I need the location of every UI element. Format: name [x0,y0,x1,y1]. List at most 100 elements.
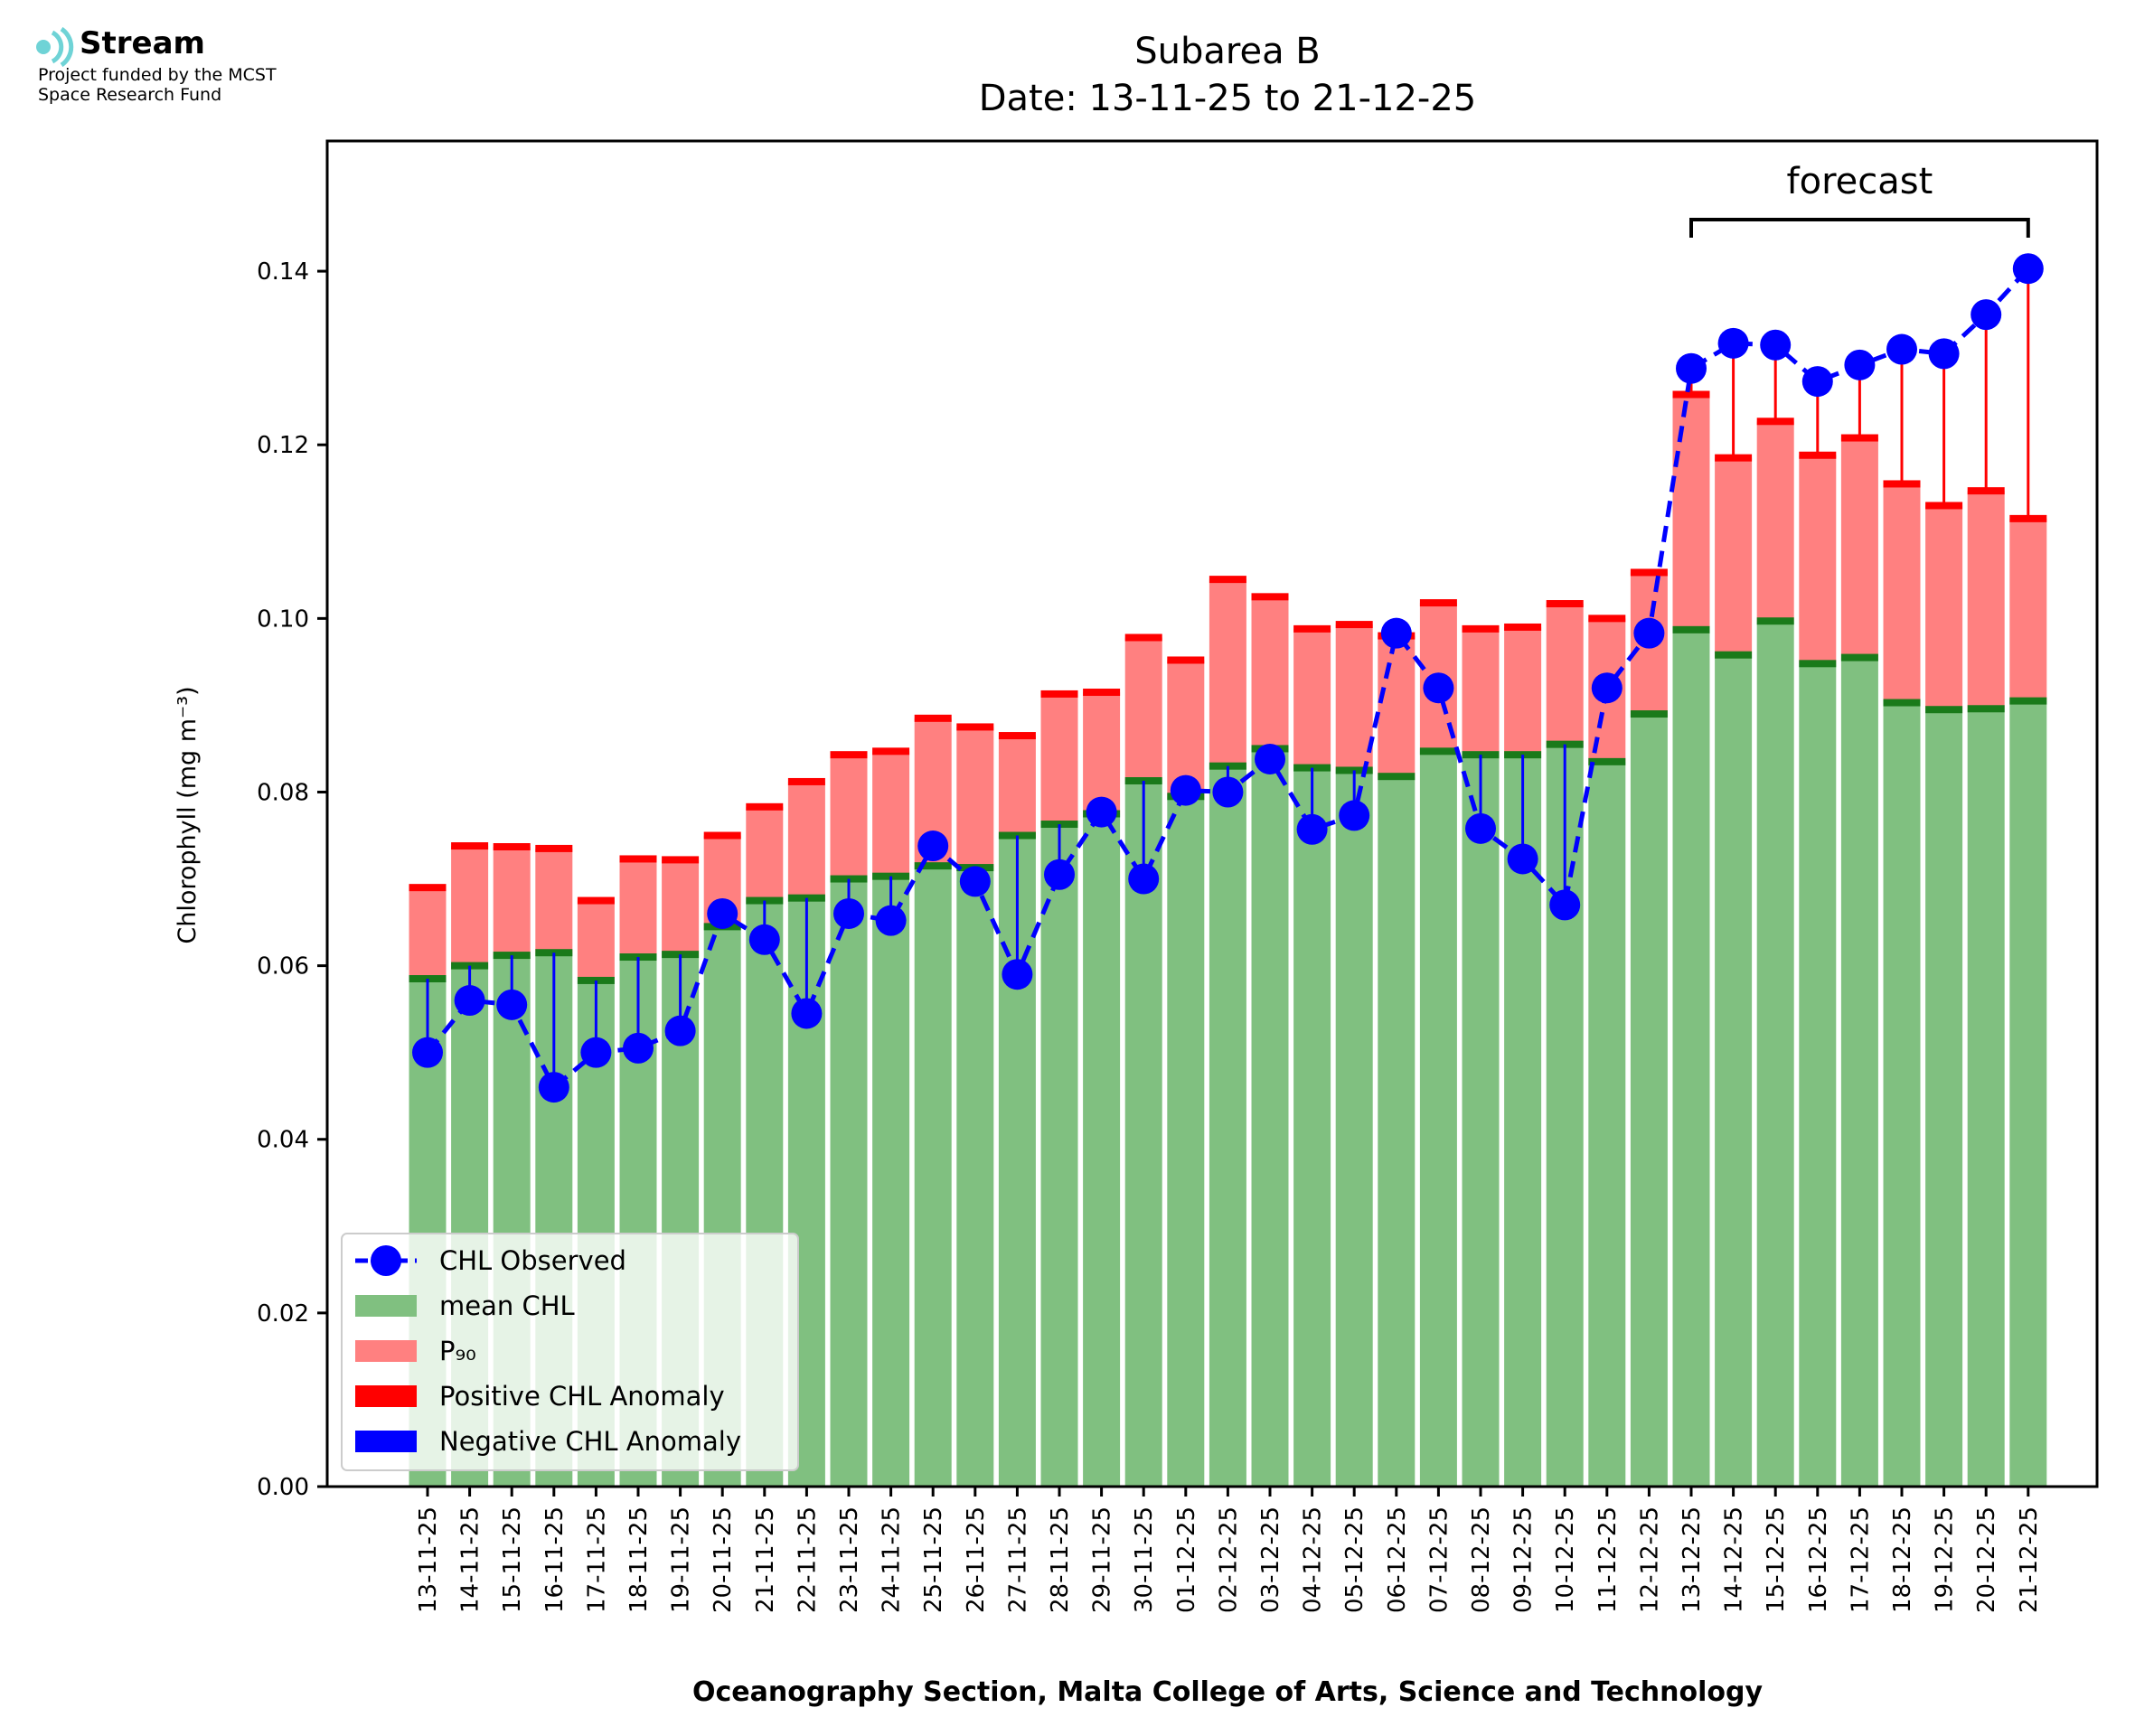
chl-observed-point [1170,774,1201,806]
p90-bar [1672,394,1710,630]
chl-observed-point [1760,329,1792,361]
p90-bar [1925,505,1963,710]
y-tick-label: 0.10 [257,605,309,633]
p90-bar [409,887,447,980]
chl-observed-point [1633,617,1665,649]
mean-chl-bar [1967,708,2005,1487]
p90-cap [1504,623,1542,631]
mean-chl-bar [1083,813,1121,1487]
bars-layer [409,390,2047,1487]
x-tick-label: 27-11-25 [1004,1506,1031,1613]
p90-bar [1040,693,1078,825]
x-tick-label: 03-12-25 [1257,1506,1284,1613]
p90-cap [535,844,573,852]
legend-label: Positive CHL Anomaly [439,1381,725,1412]
chl-observed-point [2012,253,2044,285]
mean-chl-cap [1378,773,1416,781]
p90-cap [1167,656,1205,664]
chl-observed-point [623,1032,654,1064]
chl-observed-point [1423,672,1454,704]
chl-observed-point [1128,863,1160,895]
mean-chl-cap [1588,757,1626,765]
legend-label: Negative CHL Anomaly [439,1426,741,1457]
p90-cap [872,747,910,755]
p90-bar [1840,437,1878,658]
chl-observed-point [1380,617,1412,649]
logo-brand: Stream [80,25,205,61]
x-tick-label: 14-12-25 [1721,1506,1748,1613]
x-tick-label: 05-12-25 [1341,1506,1369,1613]
x-tick-label: 09-12-25 [1510,1506,1538,1613]
p90-cap [493,843,531,851]
mean-chl-bar [1672,629,1710,1487]
x-tick-label: 19-11-25 [668,1506,695,1613]
legend-swatch [355,1431,417,1452]
chl-observed-point [412,1037,443,1068]
p90-bar [1799,455,1837,664]
chl-observed-point [1296,813,1328,845]
chl-observed-point [664,1015,696,1046]
chl-observed-point [791,998,823,1029]
mean-chl-cap [1715,651,1753,659]
p90-cap [746,802,784,811]
x-tick-label: 16-12-25 [1805,1506,1832,1613]
chl-observed-point [1002,959,1033,990]
mean-chl-cap [1840,653,1878,662]
chl-observed-point [1928,338,1960,370]
mean-chl-bar [1504,755,1542,1487]
x-tick-label: 13-12-25 [1679,1506,1706,1613]
p90-cap [1040,690,1078,698]
p90-bar [1967,491,2005,709]
p90-bar [1504,626,1542,755]
chl-observed-point [1212,776,1244,808]
y-tick-label: 0.14 [257,258,309,286]
logo-subtitle-line2: Space Research Fund [38,85,222,105]
chl-observed-point [748,924,780,955]
p90-bar [619,859,657,958]
p90-bar [1335,624,1373,771]
mean-chl-bar [1840,657,1878,1487]
x-tick-label: 19-12-25 [1932,1506,1959,1613]
mean-chl-bar [1883,702,1921,1487]
p90-bar [956,727,994,868]
p90-cap [914,714,952,722]
mean-chl-bar [1124,780,1162,1487]
p90-bar [1251,596,1289,749]
p90-cap [1251,593,1289,601]
mean-chl-cap [1883,699,1921,707]
legend-label: CHL Observed [439,1245,626,1276]
mean-chl-cap [2009,697,2047,705]
stream-wave-icon [36,27,74,67]
legend-label: P₉₀ [439,1336,476,1366]
mean-chl-cap [1925,706,1963,714]
x-tick-label: 10-12-25 [1552,1506,1579,1613]
chl-observed-point [1971,299,2002,331]
y-axis-label: Chlorophyll (mg m⁻³) [174,686,202,943]
p90-bar [1715,457,1753,655]
x-tick-label: 11-12-25 [1594,1506,1622,1613]
p90-bar [830,755,868,879]
mean-chl-bar [1251,748,1289,1487]
p90-cap [1335,621,1373,629]
chl-observed-point [707,897,738,929]
p90-cap [451,842,489,850]
x-tick-label: 21-12-25 [2016,1506,2043,1613]
p90-cap [830,751,868,759]
mean-chl-bar [1378,776,1416,1487]
mean-chl-bar [1756,621,1794,1487]
p90-bar [1124,637,1162,781]
legend-swatch [355,1385,417,1407]
mean-chl-bar [1335,770,1373,1487]
x-tick-label: 15-12-25 [1763,1506,1790,1613]
mean-chl-bar [1630,714,1668,1487]
forecast-bracket: forecast [1689,161,2030,238]
x-tick-label: 01-12-25 [1173,1506,1200,1613]
p90-bar [1546,604,1584,745]
chl-observed-point [1886,333,1917,365]
x-tick-label: 07-12-25 [1425,1506,1453,1613]
mean-chl-cap [1967,705,2005,713]
chl-observed-point [1801,366,1833,398]
p90-bar [1756,421,1794,622]
mean-chl-bar [1588,761,1626,1487]
chl-observed-point [580,1037,612,1068]
